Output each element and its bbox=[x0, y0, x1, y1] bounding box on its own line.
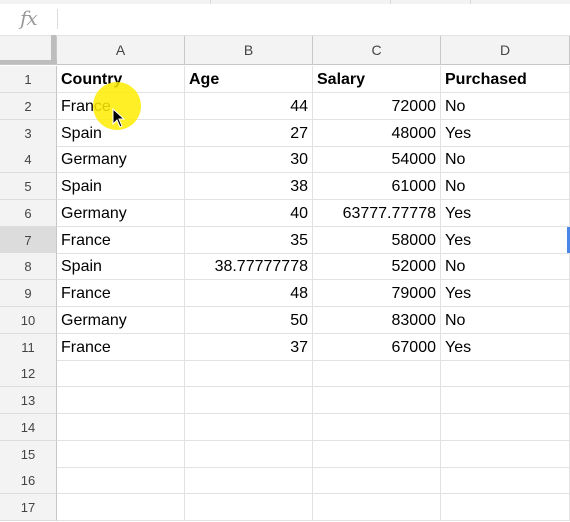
table-cell[interactable]: 44 bbox=[185, 93, 313, 120]
row-header-11[interactable]: 11 bbox=[0, 334, 57, 361]
table-cell[interactable] bbox=[57, 387, 185, 414]
table-cell[interactable]: 79000 bbox=[313, 280, 441, 307]
table-cell[interactable] bbox=[57, 467, 185, 494]
row-header-5[interactable]: 5 bbox=[0, 173, 57, 200]
table-cell[interactable] bbox=[185, 441, 313, 468]
table-cell[interactable]: No bbox=[441, 307, 570, 334]
table-cell[interactable] bbox=[441, 441, 570, 468]
table-cell[interactable] bbox=[185, 360, 313, 387]
table-cell[interactable] bbox=[441, 360, 570, 387]
row-header-6[interactable]: 6 bbox=[0, 200, 57, 227]
header-cell[interactable]: Salary bbox=[313, 66, 441, 93]
table-cell[interactable] bbox=[441, 414, 570, 441]
table-cell[interactable]: 67000 bbox=[313, 334, 441, 361]
select-all-corner[interactable] bbox=[0, 36, 57, 65]
table-cell[interactable]: Spain bbox=[57, 173, 185, 200]
column-header-c[interactable]: C bbox=[313, 36, 441, 65]
table-cell[interactable]: Germany bbox=[57, 307, 185, 334]
mouse-pointer-icon bbox=[112, 108, 126, 128]
table-cell[interactable]: 50 bbox=[185, 307, 313, 334]
table-cell[interactable]: 48000 bbox=[313, 120, 441, 147]
table-cell[interactable] bbox=[441, 387, 570, 414]
table-cell[interactable]: France bbox=[57, 227, 185, 254]
table-cell[interactable]: No bbox=[441, 93, 570, 120]
table-cell[interactable] bbox=[185, 467, 313, 494]
table-cell[interactable] bbox=[57, 414, 185, 441]
row-header-9[interactable]: 9 bbox=[0, 280, 57, 307]
table-cell[interactable]: Germany bbox=[57, 146, 185, 173]
table-cell[interactable]: France bbox=[57, 334, 185, 361]
formula-bar: fx bbox=[0, 0, 570, 36]
row-header-8[interactable]: 8 bbox=[0, 253, 57, 280]
header-cell[interactable]: Age bbox=[185, 66, 313, 93]
table-cell[interactable]: Germany bbox=[57, 200, 185, 227]
row-header-16[interactable]: 16 bbox=[0, 467, 57, 494]
formula-separator bbox=[57, 9, 58, 29]
table-cell[interactable] bbox=[441, 494, 570, 521]
row-header-14[interactable]: 14 bbox=[0, 414, 57, 441]
row-header-17[interactable]: 17 bbox=[0, 494, 57, 521]
table-cell[interactable] bbox=[57, 360, 185, 387]
table-cell[interactable] bbox=[313, 414, 441, 441]
table-cell[interactable]: 38 bbox=[185, 173, 313, 200]
table-cell[interactable]: Yes bbox=[441, 280, 570, 307]
table-cell[interactable]: 38.77777778 bbox=[185, 253, 313, 280]
row-header-10[interactable]: 10 bbox=[0, 307, 57, 334]
table-cell[interactable]: No bbox=[441, 173, 570, 200]
table-cell[interactable] bbox=[57, 441, 185, 468]
table-cell[interactable]: 37 bbox=[185, 334, 313, 361]
table-cell[interactable]: France bbox=[57, 280, 185, 307]
table-cell[interactable]: 54000 bbox=[313, 146, 441, 173]
table-cell[interactable] bbox=[313, 441, 441, 468]
table-cell[interactable]: 72000 bbox=[313, 93, 441, 120]
table-cell[interactable]: 48 bbox=[185, 280, 313, 307]
table-cell[interactable]: 35 bbox=[185, 227, 313, 254]
row-header-2[interactable]: 2 bbox=[0, 93, 57, 120]
table-cell[interactable] bbox=[441, 467, 570, 494]
table-cell[interactable] bbox=[313, 360, 441, 387]
fx-icon: fx bbox=[20, 6, 37, 30]
column-header-a[interactable]: A bbox=[57, 36, 185, 65]
row-header-15[interactable]: 15 bbox=[0, 441, 57, 468]
row-header-1[interactable]: 1 bbox=[0, 66, 57, 93]
table-cell[interactable] bbox=[185, 494, 313, 521]
toolbar-edge bbox=[0, 0, 570, 4]
table-cell[interactable]: 61000 bbox=[313, 173, 441, 200]
table-cell[interactable] bbox=[313, 494, 441, 521]
table-cell[interactable]: Yes bbox=[441, 200, 570, 227]
table-cell[interactable]: Yes bbox=[441, 334, 570, 361]
table-cell[interactable] bbox=[313, 387, 441, 414]
row-header-12[interactable]: 12 bbox=[0, 360, 57, 387]
table-cell[interactable]: No bbox=[441, 253, 570, 280]
column-header-b[interactable]: B bbox=[185, 36, 313, 65]
formula-input[interactable] bbox=[60, 8, 560, 30]
table-cell[interactable]: Yes bbox=[441, 120, 570, 147]
row-header-3[interactable]: 3 bbox=[0, 120, 57, 147]
table-cell[interactable] bbox=[185, 414, 313, 441]
header-cell[interactable]: Purchased bbox=[441, 66, 570, 93]
table-cell[interactable]: 27 bbox=[185, 120, 313, 147]
row-header-7[interactable]: 7 bbox=[0, 227, 57, 254]
row-header-13[interactable]: 13 bbox=[0, 387, 57, 414]
table-cell[interactable] bbox=[57, 494, 185, 521]
table-cell[interactable]: 83000 bbox=[313, 307, 441, 334]
table-cell[interactable]: 52000 bbox=[313, 253, 441, 280]
table-cell[interactable]: 30 bbox=[185, 146, 313, 173]
table-cell[interactable]: Yes bbox=[441, 227, 570, 254]
table-cell[interactable]: 58000 bbox=[313, 227, 441, 254]
table-cell[interactable]: 63777.77778 bbox=[313, 200, 441, 227]
table-cell[interactable]: No bbox=[441, 146, 570, 173]
row-header-4[interactable]: 4 bbox=[0, 146, 57, 173]
table-cell[interactable] bbox=[185, 387, 313, 414]
table-cell[interactable]: 40 bbox=[185, 200, 313, 227]
column-header-d[interactable]: D bbox=[441, 36, 570, 65]
table-cell[interactable]: Spain bbox=[57, 253, 185, 280]
table-cell[interactable] bbox=[313, 467, 441, 494]
